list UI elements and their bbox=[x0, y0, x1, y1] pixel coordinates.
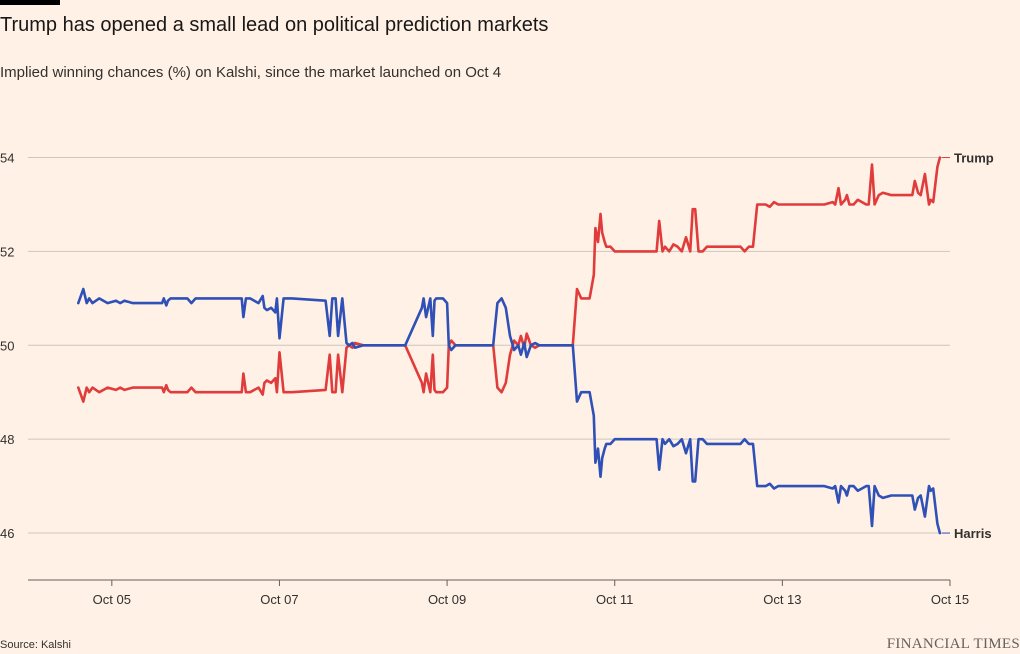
x-tick-label: Oct 05 bbox=[93, 592, 131, 607]
y-tick-label: 50 bbox=[0, 338, 14, 353]
brand-accent-bar bbox=[0, 0, 60, 5]
brand-wordmark: FINANCIAL TIMES bbox=[886, 636, 1020, 652]
y-tick-label: 46 bbox=[0, 526, 14, 541]
chart-subtitle: Implied winning chances (%) on Kalshi, s… bbox=[0, 64, 502, 81]
y-tick-label: 52 bbox=[0, 244, 14, 259]
series-label-trump: Trump bbox=[954, 151, 994, 166]
x-tick-label: Oct 09 bbox=[428, 592, 466, 607]
x-tick-label: Oct 07 bbox=[260, 592, 298, 607]
series-label-harris: Harris bbox=[954, 526, 992, 541]
chart-title: Trump has opened a small lead on politic… bbox=[0, 14, 549, 36]
x-tick-label: Oct 11 bbox=[596, 592, 633, 607]
y-tick-label: 54 bbox=[0, 151, 14, 166]
series-line-harris bbox=[77, 287, 942, 535]
source-note: Source: Kalshi bbox=[0, 639, 71, 651]
line-chart: 46 48 50 52 54 Oct 05 Oct 07 Oct 09 Oct 11 Oct 13… bbox=[0, 151, 994, 607]
series-line-trump bbox=[77, 156, 942, 403]
x-tick-label: Oct 13 bbox=[763, 592, 801, 607]
y-tick-label: 48 bbox=[0, 432, 14, 447]
x-tick-label: Oct 15 bbox=[931, 592, 969, 607]
